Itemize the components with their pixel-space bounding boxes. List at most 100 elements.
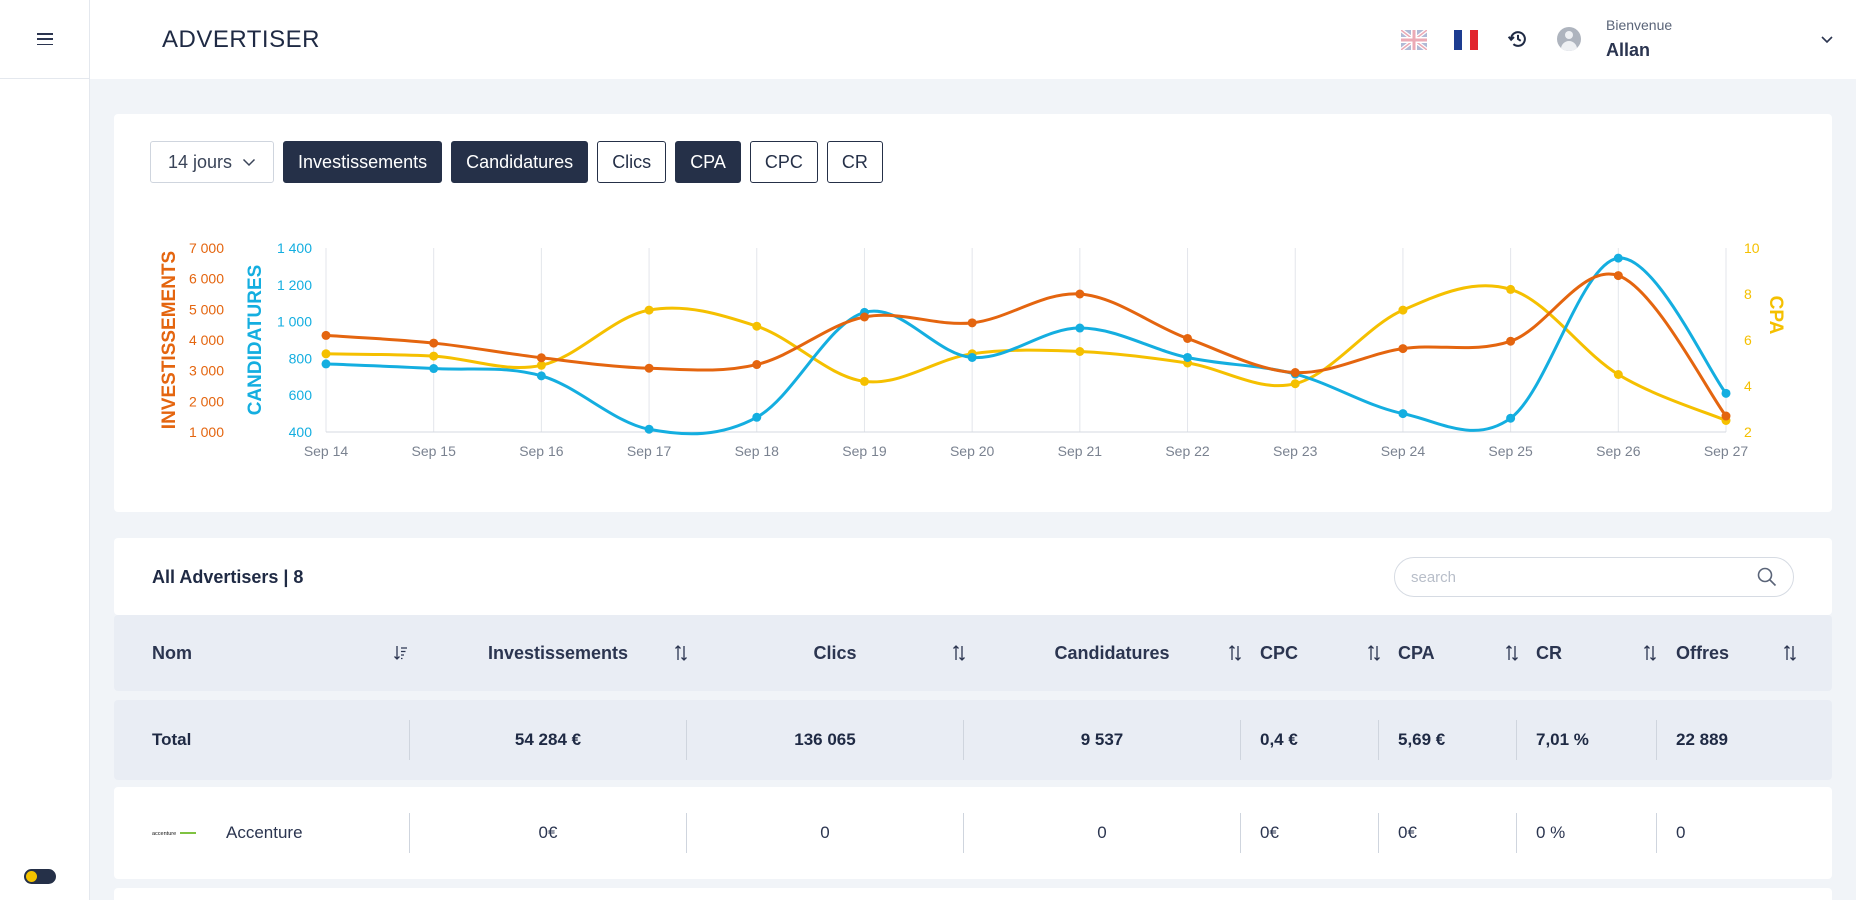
history-icon[interactable] (1507, 28, 1529, 50)
theme-toggle[interactable] (24, 869, 56, 884)
sidebar (0, 0, 90, 900)
data-point-candidatures (644, 424, 654, 434)
y-tick-label-investissements: 1 000 (189, 424, 224, 440)
filter-investissements[interactable]: Investissements (283, 141, 443, 183)
x-tick-label: Sep 14 (304, 443, 349, 459)
filter-clics[interactable]: Clics (597, 141, 667, 183)
metric-filters: 14 jours Investissements Candidatures Cl… (150, 141, 883, 183)
data-point-investissements (752, 360, 762, 370)
total-label: Total (152, 730, 192, 749)
data-point-cpa (644, 305, 654, 315)
menu-icon[interactable] (36, 33, 53, 45)
toggle-knob (26, 871, 37, 882)
data-point-investissements (536, 353, 546, 363)
table-header: Nom Investissements Clics Candidatures C… (114, 615, 1832, 691)
series-line-candidatures (325, 256, 1728, 436)
y-tick-label-cpa: 8 (1744, 286, 1752, 302)
total-offres: 22 889 (1676, 730, 1728, 749)
data-point-investissements (967, 318, 977, 328)
filter-cpc[interactable]: CPC (749, 141, 818, 183)
list-header: All Advertisers | 8 (114, 538, 1832, 615)
column-clics[interactable]: Clics (813, 642, 857, 663)
data-point-investissements (859, 312, 869, 322)
sort-icon[interactable] (1783, 645, 1797, 661)
data-point-cpa (429, 351, 439, 361)
top-header: ADVERTISER Bienvenue Allan (90, 0, 1856, 79)
data-point-cpa (1506, 284, 1516, 294)
sort-icon[interactable] (1505, 645, 1519, 661)
y-tick-label-cpa: 6 (1744, 332, 1752, 348)
y-tick-label-candidatures: 600 (289, 387, 313, 403)
y-tick-label-candidatures: 1 000 (277, 314, 312, 330)
y-tick-label-candidatures: 1 400 (277, 240, 312, 256)
column-investissements[interactable]: Investissements (487, 642, 629, 663)
sort-icon[interactable] (1643, 645, 1657, 661)
flag-uk-icon[interactable] (1401, 30, 1427, 50)
row-offres: 0 (1676, 823, 1686, 842)
y-tick-label-investissements: 4 000 (189, 332, 224, 348)
sort-desc-icon[interactable] (394, 645, 408, 661)
x-tick-label: Sep 21 (1058, 443, 1103, 459)
total-investissements: 54 284 € (514, 730, 582, 749)
data-point-investissements (1613, 271, 1623, 281)
y-tick-label-investissements: 2 000 (189, 393, 224, 409)
column-cpa[interactable]: CPA (1398, 642, 1435, 663)
y-axis-title-investissements: INVESTISSEMENTS (159, 251, 180, 429)
advertiser-cell[interactable]: accenture Accenture (152, 787, 303, 879)
chevron-down-icon[interactable] (1818, 30, 1836, 48)
data-point-investissements (1183, 333, 1193, 343)
x-tick-label: Sep 27 (1704, 443, 1749, 459)
data-point-candidatures (752, 412, 762, 422)
data-point-cpa (1075, 347, 1085, 356)
y-tick-label-cpa: 4 (1744, 378, 1752, 394)
row-candidatures: 0 (1097, 823, 1107, 842)
data-point-investissements (1398, 344, 1408, 354)
advertiser-name[interactable]: Accenture (226, 823, 303, 842)
data-point-cpa (1613, 370, 1623, 379)
advertiser-logo: accenture (152, 828, 198, 838)
data-point-candidatures (1183, 352, 1193, 362)
line-chart: Sep 14 Sep 15 Sep 16 Sep 17 Sep 18 Sep 19 Sep … (159, 240, 1786, 459)
sort-icon[interactable] (674, 645, 688, 661)
data-point-investissements (1290, 368, 1300, 378)
sort-icon[interactable] (952, 645, 966, 661)
table-row[interactable]: accenture Accenture 0€ 0 0 0€ 0€ 0 % 0 (114, 787, 1832, 879)
avatar[interactable] (1557, 27, 1581, 51)
chart-card: 14 jours Investissements Candidatures Cl… (114, 114, 1832, 512)
filter-cr[interactable]: CR (826, 141, 883, 183)
data-point-investissements (644, 363, 654, 373)
search-input[interactable] (1394, 557, 1794, 597)
sort-icon[interactable] (1367, 645, 1381, 661)
y-tick-label-investissements: 3 000 (189, 363, 224, 379)
list-title: All Advertisers | 8 (152, 567, 304, 587)
data-point-investissements (1721, 411, 1731, 421)
column-cr[interactable]: CR (1536, 642, 1562, 663)
table-row[interactable] (114, 888, 1832, 900)
x-tick-label: Sep 20 (950, 443, 995, 459)
row-cpa: 0€ (1398, 823, 1417, 842)
data-point-cpa (1290, 379, 1300, 389)
data-point-cpa (859, 376, 869, 386)
sort-icon[interactable] (1228, 645, 1242, 661)
data-point-cpa (536, 360, 546, 370)
chevron-down-icon (243, 158, 256, 167)
sidebar-top (0, 0, 89, 79)
y-tick-label-candidatures: 400 (289, 424, 313, 440)
x-tick-label: Sep 19 (842, 443, 887, 459)
column-offres[interactable]: Offres (1676, 642, 1730, 663)
search-icon[interactable] (1756, 566, 1778, 588)
column-cpc[interactable]: CPC (1260, 642, 1299, 663)
data-point-investissements (321, 330, 331, 340)
x-tick-label: Sep 15 (412, 443, 457, 459)
filter-cpa[interactable]: CPA (675, 141, 741, 183)
page-title: ADVERTISER (162, 26, 320, 53)
row-investissements: 0€ (538, 823, 558, 842)
data-point-cpa (321, 349, 331, 359)
column-nom[interactable]: Nom (152, 642, 192, 663)
y-tick-label-candidatures: 800 (289, 350, 313, 366)
period-select[interactable]: 14 jours (150, 141, 275, 183)
flag-fr-icon[interactable] (1454, 30, 1478, 50)
filter-candidatures[interactable]: Candidatures (451, 141, 589, 183)
data-point-cpa (1398, 305, 1408, 315)
column-candidatures[interactable]: Candidatures (1054, 642, 1170, 663)
